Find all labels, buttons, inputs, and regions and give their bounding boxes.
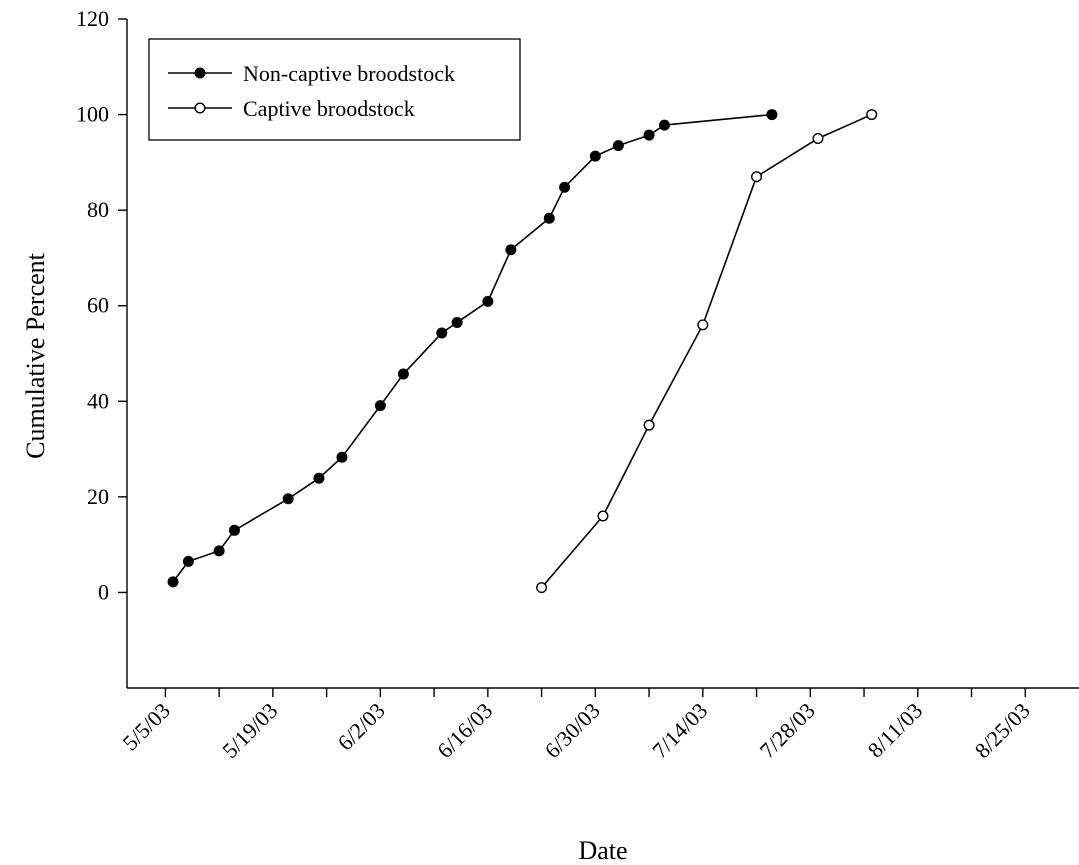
y-tick-label: 80 xyxy=(87,197,109,222)
y-tick-label: 60 xyxy=(87,293,109,318)
x-tick-label: 5/5/03 xyxy=(117,698,174,755)
data-point-1 xyxy=(866,109,878,121)
data-point-1 xyxy=(812,132,824,144)
y-tick-label: 20 xyxy=(87,484,109,509)
legend-label-captive: Captive broodstock xyxy=(243,96,415,121)
data-point-0 xyxy=(313,472,325,484)
data-point-0 xyxy=(451,316,463,328)
data-point-0 xyxy=(282,493,294,505)
x-tick-label: 8/11/03 xyxy=(863,698,928,763)
data-point-0 xyxy=(182,555,194,567)
data-point-1 xyxy=(751,171,763,183)
data-point-0 xyxy=(213,545,225,557)
data-point-1 xyxy=(597,510,609,522)
legend-marker-non-captive xyxy=(194,67,206,79)
data-point-0 xyxy=(643,129,655,141)
data-point-1 xyxy=(643,419,655,431)
data-point-0 xyxy=(559,181,571,193)
data-point-1 xyxy=(697,319,709,331)
x-tick-label: 7/14/03 xyxy=(647,698,712,763)
series-line-0 xyxy=(172,113,772,583)
series-line-1 xyxy=(540,113,873,589)
data-point-0 xyxy=(543,212,555,224)
x-tick-label: 6/16/03 xyxy=(432,698,497,763)
data-point-0 xyxy=(505,244,517,256)
data-point-0 xyxy=(374,400,386,412)
legend-box xyxy=(148,38,521,141)
data-point-0 xyxy=(228,524,240,536)
data-point-0 xyxy=(589,150,601,162)
x-tick-label: 5/19/03 xyxy=(217,698,282,763)
legend-marker-captive xyxy=(194,102,206,114)
x-tick-label: 6/2/03 xyxy=(332,698,389,755)
data-point-0 xyxy=(766,109,778,121)
y-tick-label: 100 xyxy=(76,102,109,127)
data-point-0 xyxy=(612,140,624,152)
data-point-0 xyxy=(167,576,179,588)
legend-label-non-captive: Non-captive broodstock xyxy=(243,61,455,86)
x-tick-label: 7/28/03 xyxy=(755,698,820,763)
data-point-0 xyxy=(658,119,670,131)
x-tick-label: 6/30/03 xyxy=(540,698,605,763)
x-tick-label: 8/25/03 xyxy=(970,698,1035,763)
y-tick-label: 0 xyxy=(98,579,109,604)
data-point-1 xyxy=(536,582,548,594)
x-axis-title: Date xyxy=(578,836,627,865)
data-point-0 xyxy=(436,327,448,339)
series-layer xyxy=(167,109,878,594)
data-point-0 xyxy=(336,451,348,463)
y-tick-label: 120 xyxy=(76,6,109,31)
y-tick-label: 40 xyxy=(87,388,109,413)
y-axis-title: Cumulative Percent xyxy=(21,252,50,459)
data-point-0 xyxy=(482,295,494,307)
data-point-0 xyxy=(397,368,409,380)
legend: Non-captive broodstock Captive broodstoc… xyxy=(148,38,521,141)
